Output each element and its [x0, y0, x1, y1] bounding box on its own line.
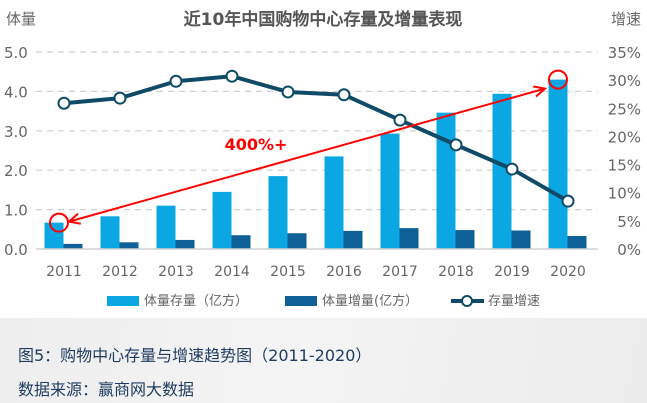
- growth-point: [393, 113, 407, 127]
- growth-point: [449, 138, 463, 152]
- bar-stock: [492, 93, 512, 249]
- x-axis-ticks: 2011 2012 2013 2014 2015 2016 2017 2018 2019 2020: [46, 264, 586, 280]
- x-tick-label: 2018: [438, 264, 474, 280]
- y2-tick-label: 0%: [617, 241, 641, 259]
- source-caption: 数据来源：赢商网大数据: [18, 380, 195, 399]
- growth-line-path: [63, 74, 569, 203]
- growth-point: [337, 88, 351, 102]
- y-tick-label: 0.0: [4, 241, 28, 259]
- bar-increment: [511, 230, 531, 249]
- y2-tick-label: 20%: [608, 128, 641, 146]
- growth-point: [505, 162, 519, 176]
- y2-tick-label: 30%: [608, 72, 641, 90]
- y-tick-label: 3.0: [4, 123, 28, 141]
- chart-title: 近10年中国购物中心存量及增量表现: [184, 9, 463, 30]
- x-tick-label: 2011: [46, 264, 82, 280]
- bar-stock: [44, 222, 64, 249]
- x-tick-label: 2013: [158, 264, 194, 280]
- bar-increment: [455, 230, 475, 249]
- bar-increment: [399, 228, 419, 249]
- bar-increment: [63, 243, 83, 249]
- legend-swatch-increment: [285, 296, 317, 306]
- growth-point: [57, 96, 71, 110]
- y2-tick-label: 35%: [608, 44, 641, 62]
- growth-point: [113, 91, 127, 105]
- y-tick-label: 1.0: [4, 202, 28, 220]
- growth-line: [57, 69, 575, 208]
- bar-stock: [100, 216, 120, 249]
- bar-increment: [343, 230, 363, 249]
- annotation-arrow-line: [68, 87, 546, 223]
- bars: [44, 79, 587, 250]
- bar-increment: [231, 235, 251, 249]
- legend-marker-growth: [461, 295, 473, 307]
- bar-increment: [119, 242, 139, 249]
- y2-tick-label: 15%: [608, 157, 641, 175]
- y-axis-ticks: 0.0 1.0 2.0 3.0 4.0 5.0: [4, 44, 28, 259]
- figure-caption: 图5：购物中心存量与增速趋势图（2011-2020）: [18, 346, 372, 365]
- x-tick-label: 2017: [382, 264, 418, 280]
- bar-stock: [212, 191, 232, 249]
- legend-label-increment: 体量增量(亿方）: [322, 293, 418, 309]
- y-tick-label: 4.0: [4, 83, 28, 101]
- y2-axis-label: 增速: [611, 10, 641, 28]
- bar-stock: [548, 79, 568, 249]
- bar-increment: [175, 239, 195, 249]
- arrowhead-start: [66, 212, 81, 225]
- legend-swatch-stock: [107, 296, 139, 306]
- legend-label-growth: 存量增速: [488, 294, 540, 309]
- y-tick-label: 2.0: [4, 162, 28, 180]
- y2-axis-ticks: 0% 5% 10% 15% 20% 25% 30% 35%: [608, 44, 641, 259]
- bar-stock: [436, 112, 456, 250]
- arrowhead-end: [533, 85, 548, 98]
- bar-increment: [287, 233, 307, 249]
- x-tick-label: 2019: [494, 264, 530, 280]
- bar-stock: [268, 176, 288, 249]
- annotation-label: 400%+: [225, 135, 288, 154]
- highlight-circle-start: [49, 212, 69, 233]
- x-tick-label: 2014: [214, 264, 250, 280]
- x-tick-label: 2016: [326, 264, 362, 280]
- growth-point: [225, 69, 239, 83]
- growth-point: [561, 194, 575, 208]
- y2-tick-label: 25%: [608, 100, 641, 118]
- x-tick-label: 2015: [270, 264, 306, 280]
- caption-area: 图5：购物中心存量与增速趋势图（2011-2020） 数据来源：赢商网大数据: [0, 318, 647, 403]
- annotation: 400%+: [49, 69, 568, 233]
- highlight-circle-end: [548, 69, 568, 90]
- bar-increment: [567, 235, 587, 249]
- x-tick-label: 2012: [102, 264, 138, 280]
- y-axis-label: 体量: [6, 10, 36, 28]
- growth-point: [281, 85, 295, 99]
- gridlines: [36, 51, 598, 211]
- bar-stock: [156, 205, 176, 249]
- bar-stock: [380, 133, 400, 249]
- chart: 近10年中国购物中心存量及增量表现 体量 增速 0.0 1.0 2.0 3.0 4.0 5…: [4, 9, 641, 309]
- bar-stock: [324, 156, 344, 249]
- legend-label-stock: 体量存量（亿方）: [144, 293, 248, 309]
- growth-point: [169, 74, 183, 88]
- legend: 体量存量（亿方） 体量增量(亿方） 存量增速: [107, 293, 540, 309]
- x-tick-label: 2020: [550, 264, 586, 280]
- y2-tick-label: 10%: [608, 185, 641, 203]
- y2-tick-label: 5%: [617, 213, 641, 231]
- y-tick-label: 5.0: [4, 44, 28, 62]
